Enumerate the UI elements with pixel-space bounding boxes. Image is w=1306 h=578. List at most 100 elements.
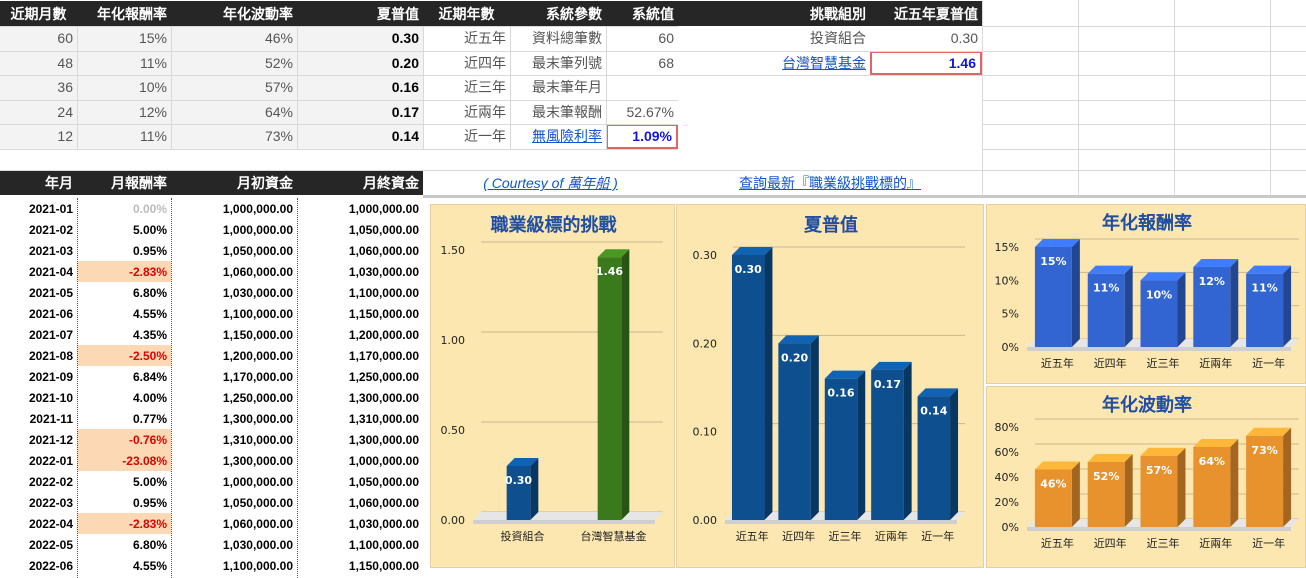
y-tick-label: 0% xyxy=(1002,341,1019,354)
gridline xyxy=(171,26,172,149)
bar-value-label: 52% xyxy=(1093,470,1119,483)
chart-annual-volatility-svg: 年化波動率 0% 20% 40% 60% 80% 46% 近五年 52% 近四年 57% 近三年 64%… xyxy=(995,394,1299,550)
bar-side xyxy=(1124,454,1133,527)
top-cell-4-2: 73% xyxy=(171,124,297,149)
monthly-cell-16-2: 1,030,000.00 xyxy=(222,537,293,552)
top-cell-2-3: 0.16 xyxy=(297,75,423,100)
bar xyxy=(871,369,904,520)
top-cell-1-5: 最末筆列號 xyxy=(532,54,602,71)
top-cell-4-1: 11% xyxy=(77,124,171,149)
bar-side xyxy=(1283,265,1292,347)
y-tick-label: 0% xyxy=(1002,521,1019,534)
bar-side xyxy=(950,388,959,520)
monthly-cell-0-2: 1,000,000.00 xyxy=(222,201,293,216)
top-cell-3-4: 近兩年 xyxy=(464,103,506,120)
bar-side xyxy=(1230,439,1239,527)
top-cell-2-5: 最末筆年月 xyxy=(532,79,602,96)
monthly-cell-17-3: 1,150,000.00 xyxy=(348,558,419,573)
top-cell-0-2: 46% xyxy=(171,26,297,51)
bar-side xyxy=(1177,447,1186,527)
bar xyxy=(824,378,858,520)
y-tick-label: 15% xyxy=(995,241,1019,254)
bar-value-label: 73% xyxy=(1251,444,1277,457)
gridline xyxy=(0,50,678,52)
x-category-label: 近五年 xyxy=(736,529,769,543)
y-tick-label: 0.20 xyxy=(693,337,718,350)
monthly-cell-12-1: -23.08% xyxy=(77,450,171,471)
monthly-cell-16-1: 6.80% xyxy=(132,537,167,552)
monthly-cell-6-1: 4.35% xyxy=(132,327,167,342)
top-cell-4-3: 0.14 xyxy=(297,124,423,149)
monthly-cell-2-1: 0.95% xyxy=(132,243,167,258)
monthly-cell-10-3: 1,310,000.00 xyxy=(348,411,419,426)
chart-floor-edge xyxy=(473,520,655,524)
gridline xyxy=(0,124,678,125)
gridline xyxy=(982,50,1306,52)
bar-value-label: 15% xyxy=(1040,255,1066,268)
x-category-label: 投資組合 xyxy=(501,529,545,543)
top-cell-0-4: 近五年 xyxy=(464,30,506,47)
top-cell-4-4: 近一年 xyxy=(464,128,506,145)
gridline xyxy=(982,0,983,195)
x-category-label: 近兩年 xyxy=(1199,536,1232,550)
bar-side xyxy=(1230,259,1239,347)
top-cell-2-0: 36 xyxy=(0,75,77,100)
monthly-cell-7-2: 1,200,000.00 xyxy=(222,348,293,363)
bar-side xyxy=(1177,272,1186,347)
monthly-cell-2-3: 1,060,000.00 xyxy=(348,243,419,258)
bar xyxy=(1087,462,1125,527)
bar xyxy=(1193,267,1231,347)
bar xyxy=(597,257,622,520)
bar-value-label: 46% xyxy=(1040,478,1066,491)
top-header-6: 系統值 xyxy=(606,1,678,26)
gridline xyxy=(77,26,78,149)
bar-value-label: 0.16 xyxy=(827,387,854,400)
x-category-label: 近一年 xyxy=(1252,356,1285,370)
bar-value-label: 57% xyxy=(1146,464,1172,477)
frozen-divider xyxy=(423,195,1306,198)
bar xyxy=(1034,247,1072,347)
bar-side xyxy=(1124,265,1133,347)
chart-title: 夏普值 xyxy=(804,214,858,236)
bar-side xyxy=(764,247,773,520)
monthly-cell-6-2: 1,150,000.00 xyxy=(222,327,293,342)
query-latest-link[interactable]: 查詢最新『職業級挑戰標的』 xyxy=(739,175,921,191)
monthly-cell-16-0: 2022-05 xyxy=(28,537,73,552)
chart-floor-edge xyxy=(1027,527,1291,531)
bar-top xyxy=(778,335,819,344)
challenge-value-1: 1.46 xyxy=(870,50,982,75)
top-cell-2-4: 近三年 xyxy=(464,79,506,96)
monthly-cell-6-3: 1,200,000.00 xyxy=(348,327,419,342)
monthly-cell-12-0: 2022-01 xyxy=(28,453,73,468)
bar-value-label: 0.17 xyxy=(874,378,901,391)
top-header-1: 年化報酬率 xyxy=(77,1,171,26)
bar xyxy=(506,466,531,520)
top-cell-3-5: 最末筆報酬 xyxy=(532,103,602,120)
bar-value-label: 11% xyxy=(1251,282,1277,295)
bar-side xyxy=(810,335,819,520)
monthly-cell-4-3: 1,100,000.00 xyxy=(348,285,419,300)
y-tick-label: 1.50 xyxy=(441,244,466,257)
bar xyxy=(1140,455,1178,527)
y-tick-label: 0.10 xyxy=(693,426,718,439)
top-cell-1-4: 近四年 xyxy=(464,54,506,71)
bar-value-label: 0.20 xyxy=(781,351,808,364)
bar-value-label: 12% xyxy=(1199,275,1225,288)
bar-top xyxy=(506,458,539,466)
bar xyxy=(778,343,811,520)
bar-top xyxy=(1140,272,1186,281)
bar-side xyxy=(1071,461,1080,527)
top-cell-1-2: 52% xyxy=(171,50,297,75)
monthly-cell-11-3: 1,300,000.00 xyxy=(348,432,419,447)
bar xyxy=(731,255,765,520)
monthly-header-3: 月終資金 xyxy=(297,171,423,195)
y-tick-label: 40% xyxy=(995,471,1019,484)
x-category-label: 近一年 xyxy=(1252,536,1285,550)
risk-free-rate-link[interactable]: 無風險利率 xyxy=(532,128,602,145)
courtesy-link[interactable]: ( Courtesy of 萬年船 ) xyxy=(483,175,618,191)
chart-floor-edge xyxy=(725,520,957,524)
x-category-label: 近兩年 xyxy=(1199,356,1232,370)
top-cell-1-1: 11% xyxy=(77,50,171,75)
taiwan-fund-link[interactable]: 台灣智慧基金 xyxy=(782,54,866,71)
monthly-cell-2-2: 1,050,000.00 xyxy=(222,243,293,258)
